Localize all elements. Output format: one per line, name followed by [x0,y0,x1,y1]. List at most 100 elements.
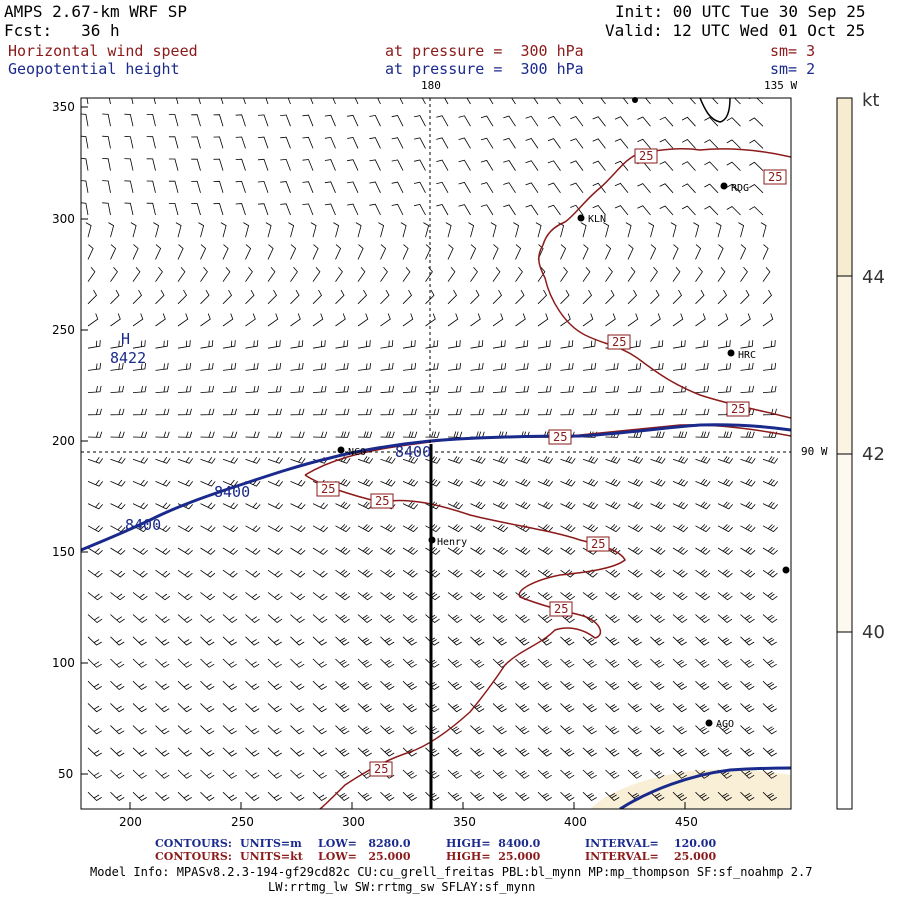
wind-barb [627,408,642,416]
wind-barb [267,636,282,646]
wind-barb [290,547,306,555]
wind-barb [533,98,539,105]
wind-barb [200,385,214,393]
wind-barb [627,680,642,691]
speed-label: 25 [554,602,568,616]
wind-barb [717,791,732,802]
wind-barb [672,408,687,416]
wind-barb [177,747,192,757]
wind-barb [357,747,372,757]
wind-barb [402,340,416,349]
wind-barb [605,501,621,510]
wind-barb [267,658,282,668]
speed-label: 25 [731,402,745,416]
lon-label-135w: 135 W [764,79,798,92]
wind-barb [357,456,374,464]
wind-barb [547,115,561,127]
wind-barb [267,431,283,438]
colorbar-tick: 40 [862,622,885,643]
wind-barb [402,769,417,779]
wind-barb [717,703,732,713]
wind-barb [447,791,462,802]
wind-barb [537,791,552,802]
wind-barb [672,680,687,691]
wind-barb [650,313,661,327]
wind-barb [200,266,208,282]
wind-barb [605,769,620,779]
wind-barb [335,340,349,349]
wind-barb [85,222,92,238]
wind-barb [740,703,755,713]
wind-barb [503,182,516,194]
wind-barb [310,222,317,238]
wind-barb [177,769,192,779]
wind-barb [740,680,755,691]
wind-barb [470,313,481,327]
wind-barb [102,135,111,149]
wind-barb [110,592,126,601]
model-info: Model Info: MPASv8.2.3-194-gf29cd82c CU:… [90,865,813,879]
wind-barb [515,289,525,305]
wind-barb [503,115,516,127]
wind-barb [290,636,305,646]
wind-barb [672,703,687,713]
wind-barb [380,592,396,601]
wind-barb [672,747,687,757]
wind-barb [717,289,727,305]
wind-barb [605,385,619,393]
wind-barb [762,680,777,691]
wind-barb [592,205,606,216]
wind-barb [762,658,777,668]
wind-barb [717,431,733,438]
station-henry: Henry [437,537,467,548]
wind-barb [222,636,237,646]
wind-barb [380,340,394,349]
wind-barb [267,340,281,349]
wind-barb [503,160,516,171]
wind-barb [200,479,216,487]
wind-barb [357,478,374,487]
wind-barb [570,204,584,216]
wind-barb [155,525,171,533]
contour-label-speed: CONTOURS: [155,850,232,863]
height-contour-8400 [81,423,791,552]
wind-barb [402,680,417,691]
contour-high-height: HIGH= 8400.0 [446,837,541,850]
wind-barb [391,181,404,193]
wind-barb [81,180,89,193]
wind-barb [560,313,571,327]
wind-barb [650,289,660,305]
wind-barb [605,524,621,533]
wind-barb [312,547,328,555]
contour-low-speed: LOW= 25.000 [318,850,411,863]
wind-barb [414,115,426,127]
wind-barb [357,636,372,646]
wind-barb [515,456,531,464]
wind-barb [605,680,620,691]
wind-barb [132,313,144,327]
wind-barb [681,183,696,194]
wind-barb [740,791,755,802]
wind-barb [245,547,261,555]
wind-barb [492,769,507,779]
wind-barb [222,385,237,393]
wind-barb [425,524,441,533]
wind-barb [695,501,711,510]
y-tick: 300 [52,212,75,226]
wind-barb [582,362,597,371]
wind-barb [492,478,509,487]
wind-barb [222,658,237,668]
wind-barb [222,614,238,624]
wind-barb [670,222,677,238]
wind-barb [515,769,530,779]
wind-barb [347,203,359,216]
wind-barb [177,636,192,646]
wind-barb [515,408,530,416]
wind-barb [762,456,779,464]
wind-barb [447,614,463,624]
wind-barb [717,501,734,510]
wind-barb [695,725,710,735]
wind-barb [650,546,666,555]
wind-barb [695,340,709,349]
